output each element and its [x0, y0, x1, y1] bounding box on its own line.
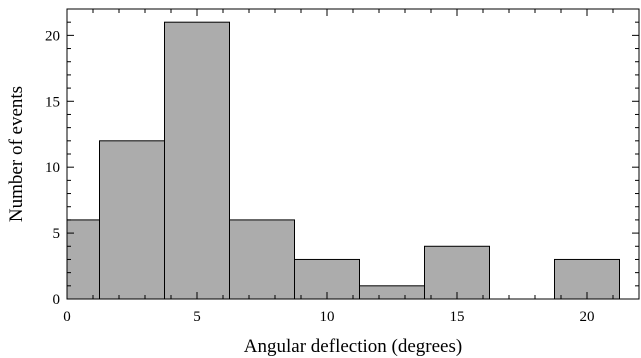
histogram-bar — [66, 219, 100, 300]
x-tick-label: 10 — [320, 309, 335, 325]
y-tick-label: 10 — [45, 160, 60, 176]
bars-group — [66, 21, 620, 300]
histogram-bar — [164, 21, 230, 300]
histogram-bar — [99, 140, 165, 300]
y-axis-title: Number of events — [6, 86, 27, 222]
x-tick-label: 20 — [580, 309, 595, 325]
histogram-bar — [229, 219, 295, 300]
x-tick-label: 15 — [450, 309, 465, 325]
histogram-bar — [424, 245, 490, 300]
x-axis-title: Angular deflection (degrees) — [244, 336, 462, 357]
plot-frame — [66, 8, 640, 300]
y-tick-label: 20 — [45, 28, 60, 44]
y-tick-label: 0 — [53, 292, 61, 308]
histogram-bar — [359, 285, 425, 300]
y-tick-label: 5 — [53, 226, 61, 242]
tick-labels-group: 0 5 10 15 20 0 5 10 15 20 — [45, 28, 595, 325]
x-tick-label: 5 — [193, 309, 201, 325]
ticks-group — [66, 8, 640, 300]
y-tick-label: 15 — [45, 94, 60, 110]
x-tick-label: 0 — [63, 309, 71, 325]
